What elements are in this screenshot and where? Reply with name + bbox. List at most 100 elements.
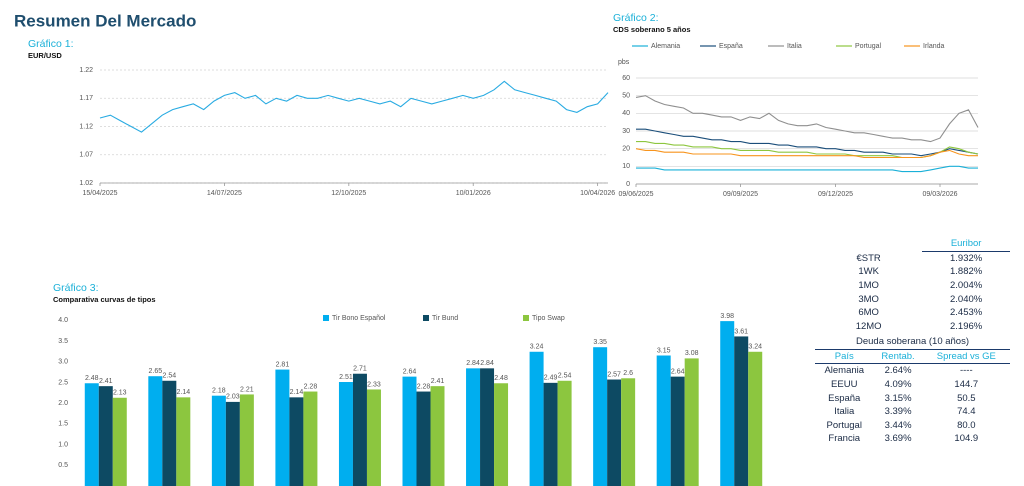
cell: 2.040%: [950, 293, 983, 305]
bar: [366, 389, 381, 486]
legend-label: Tir Bund: [432, 315, 458, 322]
y-tick-label: 0: [626, 181, 630, 188]
value-label: 2.49: [544, 375, 558, 382]
y-tick-label: 2.0: [58, 400, 68, 407]
value-label: 2.6: [623, 370, 633, 377]
cell: 3.15%: [884, 392, 912, 404]
y-tick-label: 1.17: [79, 95, 93, 102]
value-label: 3.35: [593, 339, 607, 346]
value-label: 2.41: [99, 378, 113, 385]
x-tick-label: 14/07/2025: [207, 190, 242, 197]
value-label: 2.13: [113, 390, 127, 397]
value-label: 2.18: [212, 388, 226, 395]
chart-subtitle: EUR/USD: [28, 51, 62, 60]
y-tick-label: 1.0: [58, 441, 68, 448]
x-tick-label: 09/09/2025: [723, 191, 758, 198]
y-tick-label: 1.07: [79, 152, 93, 159]
value-label: 3.15: [657, 347, 671, 354]
bar: [289, 397, 304, 486]
cell: EEUU: [831, 379, 858, 391]
chart-title: Gráfico 2:: [613, 12, 659, 24]
x-tick-label: 10/01/2026: [456, 190, 491, 197]
cell: 1WK: [858, 266, 879, 278]
legend-label: Portugal: [855, 43, 882, 50]
value-label: 3.24: [748, 344, 762, 351]
value-label: 3.08: [685, 350, 699, 357]
y-tick-label: 20: [622, 146, 630, 153]
bar: [684, 358, 699, 486]
legend-swatch: [323, 315, 329, 321]
bar: [494, 383, 509, 486]
data-line: [99, 80, 609, 133]
bar: [656, 355, 671, 486]
value-label: 2.48: [494, 375, 508, 382]
x-tick-label: 09/06/2025: [618, 191, 653, 198]
value-label: 2.64: [403, 368, 417, 375]
bar: [211, 395, 226, 486]
cell: 1MO: [858, 280, 879, 292]
cell: 12MO: [855, 320, 882, 332]
x-tick-label: 09/03/2026: [922, 191, 957, 198]
value-label: 2.51: [339, 374, 353, 381]
bar: [275, 369, 290, 486]
value-label: 2.21: [240, 386, 254, 393]
y-tick-label: 1.12: [79, 123, 93, 130]
cell: Francia: [828, 433, 861, 445]
value-label: 3.61: [734, 328, 748, 335]
bar: [466, 368, 481, 486]
bar: [338, 382, 353, 486]
table-header: Rentab.: [873, 349, 923, 365]
x-tick-label: 10/04/2026: [580, 190, 615, 197]
cell: 2.004%: [950, 280, 983, 292]
y-tick-label: 1.22: [79, 67, 93, 74]
cell: 80.0: [957, 419, 976, 431]
legend-swatch: [523, 315, 529, 321]
bar: [84, 383, 99, 486]
cell: 4.09%: [884, 379, 912, 391]
cell: 3MO: [858, 293, 879, 305]
value-label: 3.98: [720, 313, 734, 320]
cell: 104.9: [954, 433, 979, 445]
data-line: [635, 95, 979, 143]
value-label: 2.71: [353, 366, 367, 373]
bar: [621, 378, 636, 486]
bar: [720, 321, 735, 486]
cell: €STR: [856, 252, 881, 264]
cell: 1.882%: [950, 266, 983, 278]
table-title: Deuda soberana (10 años): [815, 335, 1010, 350]
value-label: 2.14: [290, 389, 304, 396]
bar: [98, 386, 113, 486]
x-tick-label: 15/04/2025: [82, 190, 117, 197]
bar: [303, 391, 318, 486]
y-tick-label: 2.5: [58, 379, 68, 386]
x-tick-label: 09/12/2025: [818, 191, 853, 198]
bar: [225, 401, 240, 486]
y-tick-label: 0.5: [58, 462, 68, 469]
legend-label: Irlanda: [923, 43, 945, 50]
y-tick-label: 3.0: [58, 359, 68, 366]
bar: [734, 336, 749, 486]
value-label: 2.54: [558, 373, 572, 380]
chart-subtitle: Comparativa curvas de tipos: [53, 295, 156, 304]
value-label: 2.14: [177, 389, 191, 396]
cell: 1.932%: [950, 252, 983, 264]
value-label: 2.28: [417, 383, 431, 390]
chart-subtitle: CDS soberano 5 años: [613, 25, 691, 34]
table-header: País: [815, 349, 874, 365]
value-label: 2.33: [367, 381, 381, 388]
cell: 74.4: [957, 406, 976, 418]
bar: [430, 386, 445, 486]
cell: 3.69%: [884, 433, 912, 445]
value-label: 2.48: [85, 375, 99, 382]
table-header: Spread vs GE: [922, 349, 1010, 365]
value-label: 2.03: [226, 394, 240, 401]
cell: 2.453%: [950, 307, 983, 319]
bar: [670, 376, 685, 486]
bar: [352, 373, 367, 486]
bar: [402, 376, 417, 486]
chart-title: Gráfico 3:: [53, 282, 99, 294]
cell: 2.196%: [950, 320, 983, 332]
legend-label: Tir Bono Español: [332, 315, 386, 322]
